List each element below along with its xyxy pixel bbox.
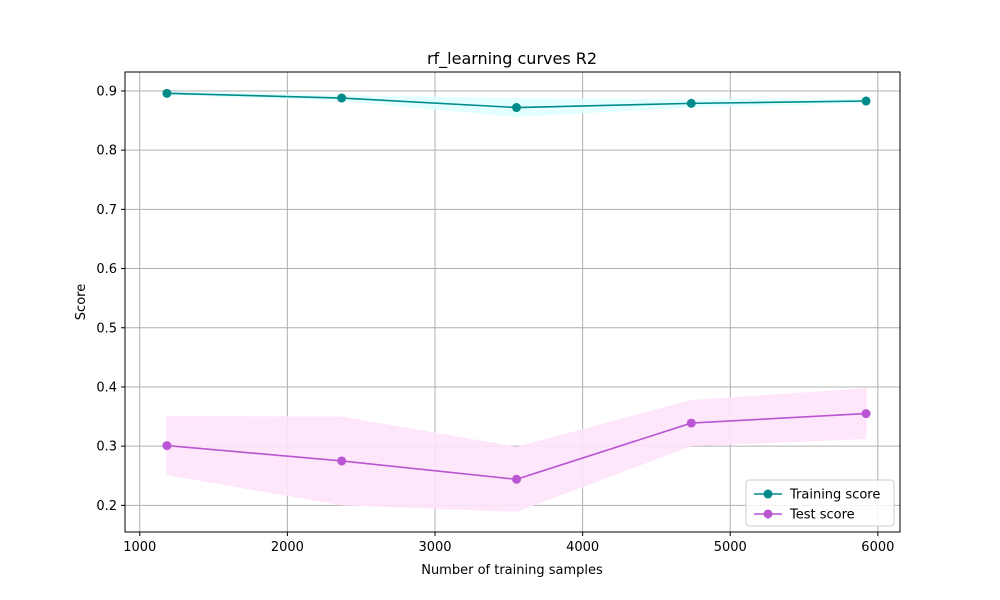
legend-label: Test score	[789, 508, 855, 523]
y-tick-label: 0.8	[96, 144, 117, 159]
y-tick-label: 0.7	[96, 203, 117, 218]
chart-title: rf_learning curves R2	[427, 49, 597, 69]
y-tick-label: 0.2	[96, 499, 117, 514]
y-tick-label: 0.3	[96, 440, 117, 455]
legend-marker	[763, 509, 773, 519]
series-point-0	[162, 88, 172, 98]
legend-label: Training score	[789, 488, 880, 503]
y-tick-label: 0.5	[96, 321, 117, 336]
series-point-0	[337, 93, 347, 103]
series-point-1	[686, 418, 696, 428]
legend-box	[745, 479, 895, 527]
x-axis-label: Number of training samples	[421, 563, 603, 578]
series-point-1	[337, 456, 347, 466]
series-point-0	[686, 98, 696, 108]
legend: Training score Test score	[745, 479, 895, 527]
series-point-0	[511, 103, 521, 113]
x-tick-label: 2000	[271, 540, 304, 555]
series-point-1	[861, 409, 871, 419]
series-point-1	[511, 474, 521, 484]
axis-ticks: 1000 2000 3000 4000 5000 6000 0.2 0.3 0.4 0.5 0.6 0…	[96, 84, 894, 555]
x-tick-label: 1000	[123, 540, 156, 555]
x-tick-label: 6000	[861, 540, 894, 555]
y-tick-label: 0.6	[96, 262, 117, 277]
x-tick-label: 3000	[418, 540, 451, 555]
y-axis-label: Score	[74, 284, 89, 320]
legend-marker	[763, 489, 773, 499]
y-tick-label: 0.9	[96, 84, 117, 99]
plot-frame	[124, 71, 901, 533]
series-point-0	[861, 96, 871, 106]
series-lines	[162, 88, 871, 484]
y-tick-label: 0.4	[96, 380, 117, 395]
series-point-1	[162, 441, 172, 451]
x-tick-label: 5000	[714, 540, 747, 555]
x-tick-label: 4000	[566, 540, 599, 555]
